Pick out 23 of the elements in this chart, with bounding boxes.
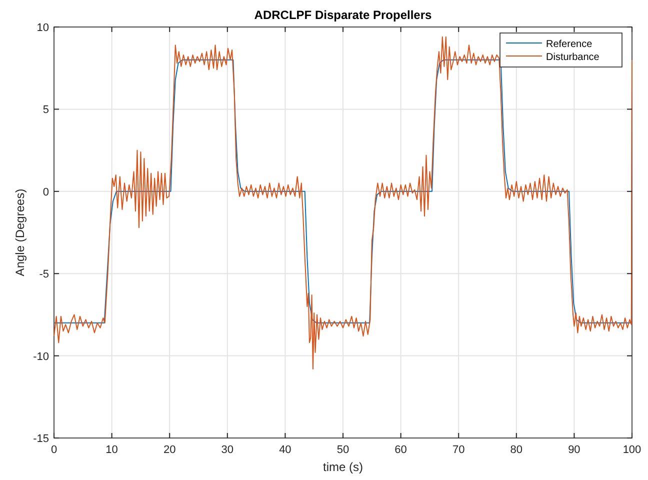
legend-label: Disturbance xyxy=(546,52,600,63)
y-tick-label: 5 xyxy=(42,104,49,116)
y-tick-label: -5 xyxy=(39,268,49,281)
x-tick-label: 70 xyxy=(452,444,465,456)
y-tick-label: -10 xyxy=(33,350,49,363)
x-tick-label: 60 xyxy=(394,444,407,456)
legend-label: Reference xyxy=(546,39,593,50)
x-tick-label: 0 xyxy=(50,444,58,456)
x-tick-label: 40 xyxy=(279,444,292,456)
x-tick-label: 20 xyxy=(163,444,176,456)
x-axis-title: time (s) xyxy=(323,460,363,474)
chart-title: ADRCLPF Disparate Propellers xyxy=(254,8,432,22)
y-tick-label: 10 xyxy=(36,22,49,34)
line-series xyxy=(54,36,632,370)
x-tick-label: 90 xyxy=(568,444,580,456)
y-axis-title: Angle (Degrees) xyxy=(13,188,27,276)
y-tick-label: 0 xyxy=(42,186,49,198)
x-tick-label: 10 xyxy=(106,444,118,456)
x-tick-label: 100 xyxy=(622,444,642,456)
x-tick-label: 80 xyxy=(510,444,523,456)
x-tick-label: 30 xyxy=(221,444,234,456)
x-tick-label: 50 xyxy=(336,444,350,456)
y-tick-label: -15 xyxy=(33,433,49,445)
